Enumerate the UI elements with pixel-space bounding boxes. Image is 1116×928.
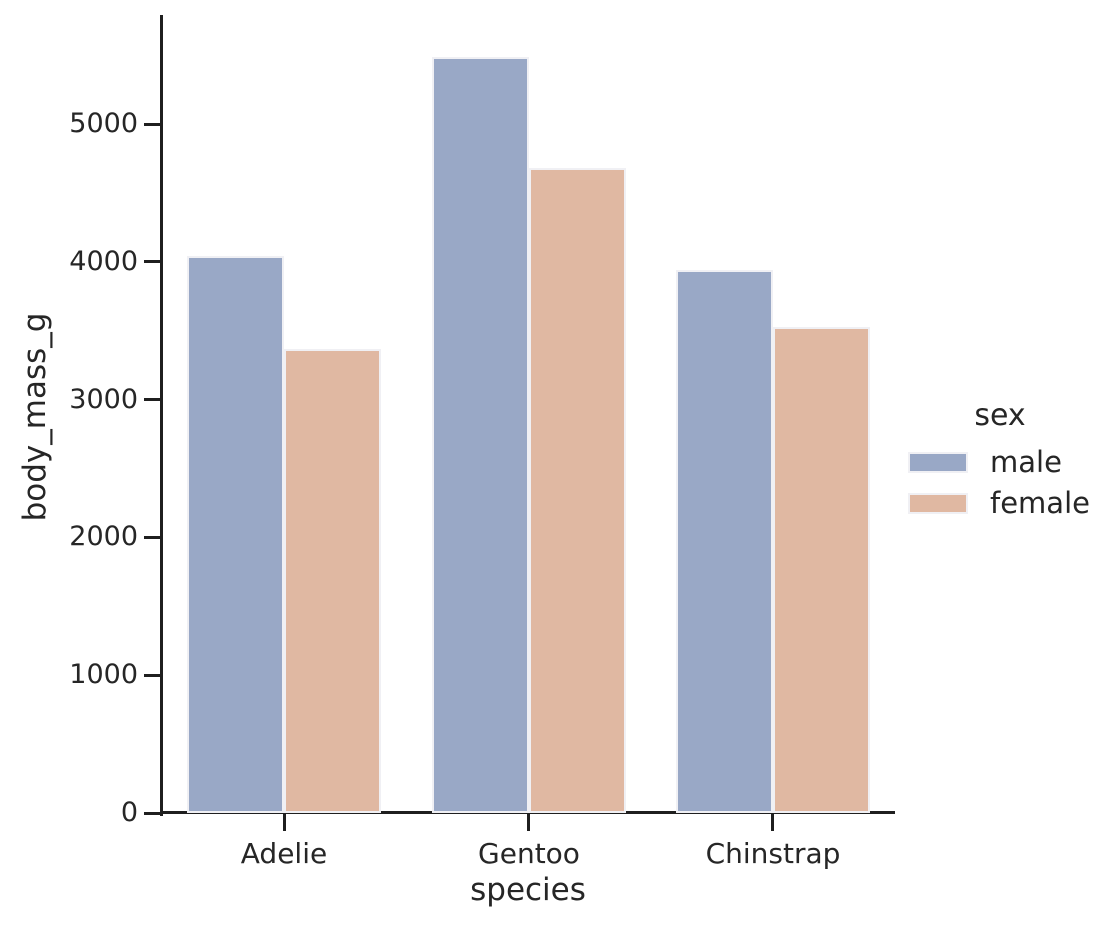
y-tick-label: 3000 <box>69 384 138 415</box>
y-tick-mark <box>144 123 162 126</box>
x-tick-mark <box>527 814 530 831</box>
legend-title: sex <box>974 398 1026 433</box>
y-tick-label: 5000 <box>69 108 138 139</box>
x-tick-mark <box>283 814 286 831</box>
legend-label-female: female <box>990 486 1090 520</box>
x-tick-label: Gentoo <box>478 837 580 870</box>
plot-area <box>162 17 895 813</box>
y-tick-label: 2000 <box>69 521 138 552</box>
bar-chinstrap-female <box>773 327 870 813</box>
y-axis-spine <box>160 15 163 816</box>
y-tick-label: 0 <box>120 797 138 828</box>
legend-swatch-female <box>908 493 968 514</box>
y-tick-mark <box>144 398 162 401</box>
y-tick-label: 1000 <box>69 659 138 690</box>
bar-gentoo-female <box>529 168 626 813</box>
y-tick-mark <box>144 536 162 539</box>
x-tick-label: Chinstrap <box>705 837 841 870</box>
bar-gentoo-male <box>432 57 529 813</box>
x-tick-label: Adelie <box>240 837 328 870</box>
y-tick-mark <box>144 260 162 263</box>
bar-chinstrap-male <box>676 270 773 813</box>
y-tick-label: 4000 <box>69 246 138 277</box>
x-axis-label: species <box>470 872 586 908</box>
y-tick-mark <box>144 812 162 815</box>
y-tick-mark <box>144 674 162 677</box>
legend-label-male: male <box>990 445 1062 479</box>
x-tick-mark <box>771 814 774 831</box>
legend-swatch-male <box>908 452 968 473</box>
bar-adelie-female <box>284 349 381 813</box>
bar-adelie-male <box>187 256 284 813</box>
